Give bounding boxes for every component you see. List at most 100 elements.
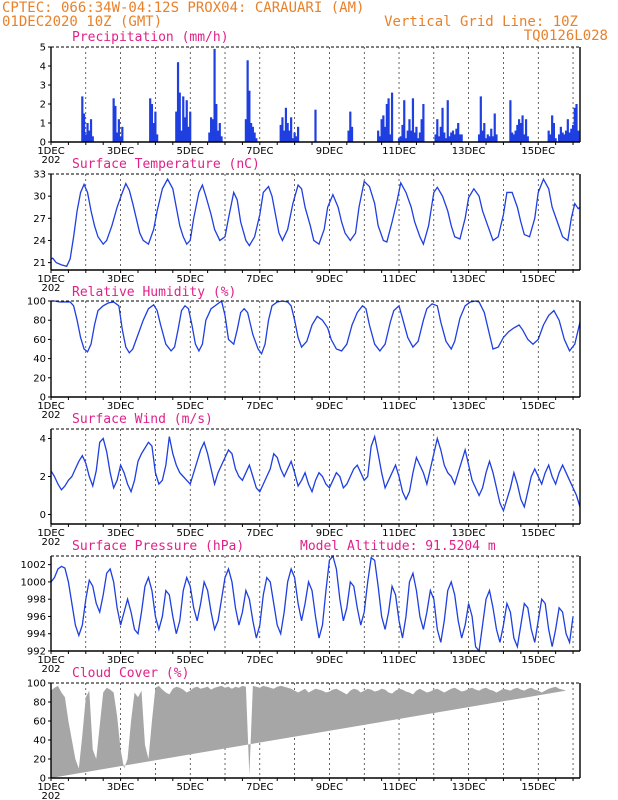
precip-bar <box>378 136 381 142</box>
precip-bar <box>314 109 317 142</box>
precip-bar <box>451 130 455 142</box>
temp-xtick-label: 1DEC <box>37 274 64 285</box>
temp-panel: 21 24 27 30 33 1DEC 3DEC 5DEC 7DEC 9DEC 11DEC 13DEC… <box>33 170 581 294</box>
rh-ytick-label: 20 <box>33 373 46 384</box>
cloud-title: Cloud Cover (%) <box>72 666 189 681</box>
precip-bar <box>570 128 573 142</box>
wind-ytick-label: 0 <box>40 510 46 521</box>
header-line3-right: TQ0126L028 <box>524 28 608 44</box>
precip-bar <box>415 126 418 142</box>
wind-xtick-label: 5DEC <box>177 528 204 539</box>
precip-ytick-label: 2 <box>40 100 46 111</box>
precip-bar <box>290 117 293 142</box>
precip-bar <box>253 132 256 142</box>
precip-bar <box>517 119 521 142</box>
precip-bar <box>455 128 458 142</box>
precip-bar <box>286 123 289 142</box>
precip-bar <box>81 96 84 142</box>
precip-year-label: 202 <box>41 155 60 166</box>
precip-bar <box>349 111 352 142</box>
header-line2-right: Vertical Grid Line: 10Z <box>384 14 578 30</box>
precip-bar <box>401 124 404 142</box>
rh-series-line <box>51 299 581 356</box>
precip-bar <box>488 136 491 142</box>
temp-xtick-label: 3DEC <box>107 274 134 285</box>
precip-bar <box>156 134 159 142</box>
temp-title: Surface Temperature (nC) <box>72 157 260 172</box>
rh-year-label: 202 <box>41 410 60 421</box>
cloud-xtick-label: 5DEC <box>177 782 204 793</box>
precip-bar <box>519 123 522 142</box>
precip-bar <box>88 130 91 142</box>
precip-bar <box>116 132 119 142</box>
precip-bar <box>568 132 571 142</box>
pres-series-line <box>50 554 574 653</box>
precip-bar <box>418 132 422 142</box>
pres-xtick-label: 13DEC <box>452 655 486 666</box>
cloud-xtick-label: 1DEC <box>37 782 64 793</box>
cloud-area <box>51 685 567 778</box>
rh-ytick-label: 0 <box>40 393 46 404</box>
rh-xtick-label: 3DEC <box>107 401 134 412</box>
precip-bar <box>477 134 481 142</box>
precip-bar <box>460 134 463 142</box>
pres-ytick-label: 994 <box>27 629 46 640</box>
wind-xtick-label: 7DEC <box>246 528 273 539</box>
precip-ytick-label: 4 <box>40 62 46 73</box>
precip-bar <box>244 119 247 142</box>
precip-bar <box>457 123 460 142</box>
cloud-ytick-label: 60 <box>33 717 46 728</box>
cloud-xtick-label: 13DEC <box>452 782 486 793</box>
precip-bar <box>248 90 251 142</box>
precip-bar <box>121 126 124 142</box>
precip-bar <box>377 130 380 142</box>
precip-bar <box>448 136 451 142</box>
pres-ytick-label: 998 <box>27 595 46 606</box>
cloud-panel: 0 20 40 60 80 100 1DEC 3DEC 5DEC 7DEC 9DEC 11DEC 13D… <box>27 679 581 800</box>
rh-ytick-label: 60 <box>33 335 46 346</box>
precip-bar <box>86 123 89 142</box>
rh-ytick-label: 80 <box>33 316 46 327</box>
precip-bar <box>566 119 569 142</box>
wind-ytick-label: 4 <box>40 434 46 445</box>
temp-series-line <box>50 177 581 268</box>
temp-ytick-label: 33 <box>33 170 46 181</box>
precip-bar <box>189 111 192 142</box>
precip-bar <box>434 134 437 142</box>
rh-ytick-label: 100 <box>27 297 46 308</box>
pres-xtick-label: 5DEC <box>177 655 204 666</box>
rh-title: Relative Humidity (%) <box>72 285 236 300</box>
precip-bar <box>573 107 576 142</box>
rh-xtick-label: 7DEC <box>246 401 273 412</box>
precip-bar <box>152 123 155 142</box>
precip-bar <box>439 126 442 142</box>
precip-bar <box>389 134 392 142</box>
precip-bar <box>208 132 211 142</box>
precip-bar <box>547 130 550 142</box>
precip-xtick-label: 3DEC <box>107 146 134 157</box>
precip-bar <box>523 134 526 142</box>
precip-bar <box>183 117 187 142</box>
precip-bar <box>437 136 441 142</box>
precip-bar <box>561 132 564 142</box>
precip-bar <box>117 119 120 142</box>
wind-year-label: 202 <box>41 537 60 548</box>
precip-bar <box>84 134 87 142</box>
precip-bar <box>382 115 385 142</box>
pres-xtick-label: 15DEC <box>521 655 555 666</box>
rh-xtick-label: 11DEC <box>382 401 416 412</box>
precip-bar <box>577 130 580 142</box>
temp-year-label: 202 <box>41 283 60 294</box>
header-line1: CPTEC: 066:34W-04:12S PROX04: CARAUARI (… <box>2 0 364 16</box>
rh-xtick-label: 15DEC <box>521 401 555 412</box>
temp-xtick-label: 5DEC <box>177 274 204 285</box>
rh-xtick-label: 5DEC <box>177 401 204 412</box>
precip-bar <box>554 138 557 142</box>
cloud-ytick-label: 20 <box>33 755 46 766</box>
precip-bar <box>291 138 294 142</box>
precip-bar <box>559 126 562 142</box>
precip-bar <box>410 130 413 142</box>
precip-title: Precipitation (mm/h) <box>72 30 229 45</box>
